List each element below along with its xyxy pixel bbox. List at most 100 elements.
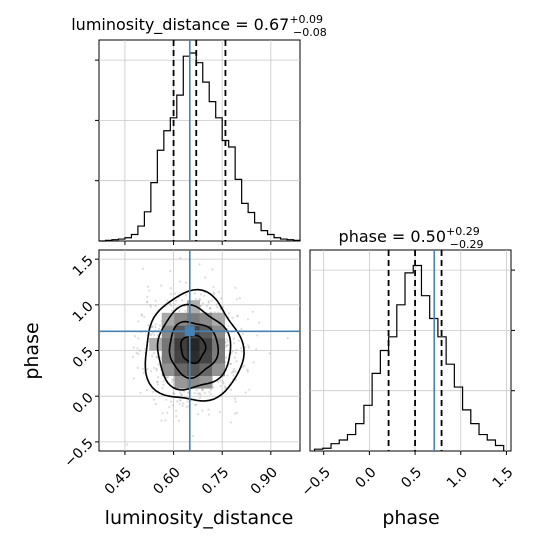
sample-point — [146, 295, 149, 298]
sample-point — [207, 408, 210, 411]
phase-title: phase = 0.50+0.29 −0.29 — [339, 225, 484, 251]
x-tick-label: 0.0 — [353, 464, 380, 491]
density-cell — [174, 363, 188, 377]
sample-point — [199, 304, 202, 308]
sample-point — [178, 402, 181, 406]
sample-point — [157, 376, 160, 379]
sample-point — [224, 386, 227, 390]
sample-point — [220, 297, 223, 300]
sample-point — [195, 403, 198, 406]
sample-point — [146, 285, 149, 288]
title-main: phase = 0.50 — [339, 227, 446, 246]
density-cell — [174, 350, 188, 364]
x-tick-label: 0.45 — [102, 464, 135, 497]
sample-point — [146, 367, 149, 371]
sample-point — [132, 346, 135, 349]
sample-point — [185, 406, 188, 409]
sample-point — [243, 364, 246, 367]
density-cell — [199, 312, 213, 326]
luminosity-distance-histogram-panel: luminosity_distance = 0.67+0.09 −0.08 — [71, 13, 327, 245]
contour-lines — [144, 288, 245, 402]
sample-point — [193, 292, 197, 295]
sample-point — [153, 366, 156, 369]
sample-point — [215, 303, 219, 306]
sample-point — [241, 332, 244, 335]
sample-point — [212, 386, 215, 389]
sample-point — [225, 344, 228, 347]
sample-point — [138, 349, 141, 352]
sample-point — [176, 400, 179, 403]
sample-point — [186, 400, 189, 403]
sample-point — [198, 396, 202, 399]
sample-point — [155, 369, 158, 372]
sample-point — [148, 289, 151, 292]
sample-point — [164, 419, 167, 422]
gridlines — [310, 250, 511, 451]
sample-point — [158, 327, 161, 330]
sample-point — [151, 390, 154, 393]
quantile-lines — [387, 250, 443, 451]
sample-point — [237, 339, 240, 342]
sample-point — [137, 320, 140, 323]
sample-point — [168, 406, 171, 409]
sample-point — [207, 413, 211, 416]
sample-point — [174, 303, 177, 306]
sample-point — [213, 293, 216, 296]
sample-point — [209, 306, 212, 310]
sample-point — [221, 380, 225, 383]
y-axis-label: phase — [21, 322, 43, 379]
sample-point — [194, 403, 197, 406]
y-tick-labels: −0.5 0.0 0.5 1.0 1.5 — [61, 253, 99, 471]
x-axis-label: luminosity_distance — [105, 507, 294, 529]
sample-point — [141, 367, 144, 370]
sample-point — [209, 307, 212, 310]
sample-point — [227, 325, 230, 328]
sample-point — [209, 393, 212, 396]
sample-point — [175, 409, 178, 412]
sample-point — [240, 327, 243, 330]
sample-point — [240, 350, 243, 353]
x-tick-label: 1.5 — [490, 464, 517, 491]
sample-point — [144, 347, 147, 351]
x-axis-label: phase — [382, 507, 439, 529]
sample-point — [136, 347, 139, 350]
sample-point — [160, 284, 163, 287]
sample-point — [182, 390, 185, 393]
sample-point — [229, 421, 232, 424]
sample-point — [256, 334, 259, 337]
sample-point — [149, 303, 152, 307]
sample-point — [234, 370, 237, 373]
y-tick-label: 1.0 — [70, 298, 97, 325]
sample-point — [169, 400, 173, 403]
sample-point — [155, 356, 158, 359]
sample-point — [171, 404, 174, 407]
sample-point — [223, 385, 227, 388]
sample-point — [233, 367, 236, 371]
sample-point — [137, 337, 140, 340]
sample-point — [152, 398, 155, 401]
sample-point — [233, 397, 237, 400]
sample-point — [162, 380, 165, 383]
sample-point — [211, 268, 214, 271]
sample-point — [173, 392, 176, 395]
sample-point — [216, 306, 219, 309]
sample-point — [233, 342, 236, 345]
sample-point — [179, 256, 182, 260]
title-sub: −0.08 — [293, 26, 327, 39]
sample-point — [268, 352, 271, 355]
sample-point — [132, 377, 135, 380]
density-cell — [161, 337, 175, 351]
density-cell — [212, 312, 226, 326]
sample-point — [152, 352, 155, 355]
sample-point — [241, 365, 244, 369]
sample-point — [197, 413, 200, 416]
sample-point — [154, 299, 157, 302]
sample-point — [184, 309, 187, 312]
sample-point — [142, 371, 145, 374]
density-cell — [212, 363, 226, 377]
truth-marker — [184, 326, 195, 337]
x-tick-label: 1.0 — [444, 464, 471, 491]
gridlines — [99, 40, 300, 241]
sample-point — [140, 314, 143, 317]
